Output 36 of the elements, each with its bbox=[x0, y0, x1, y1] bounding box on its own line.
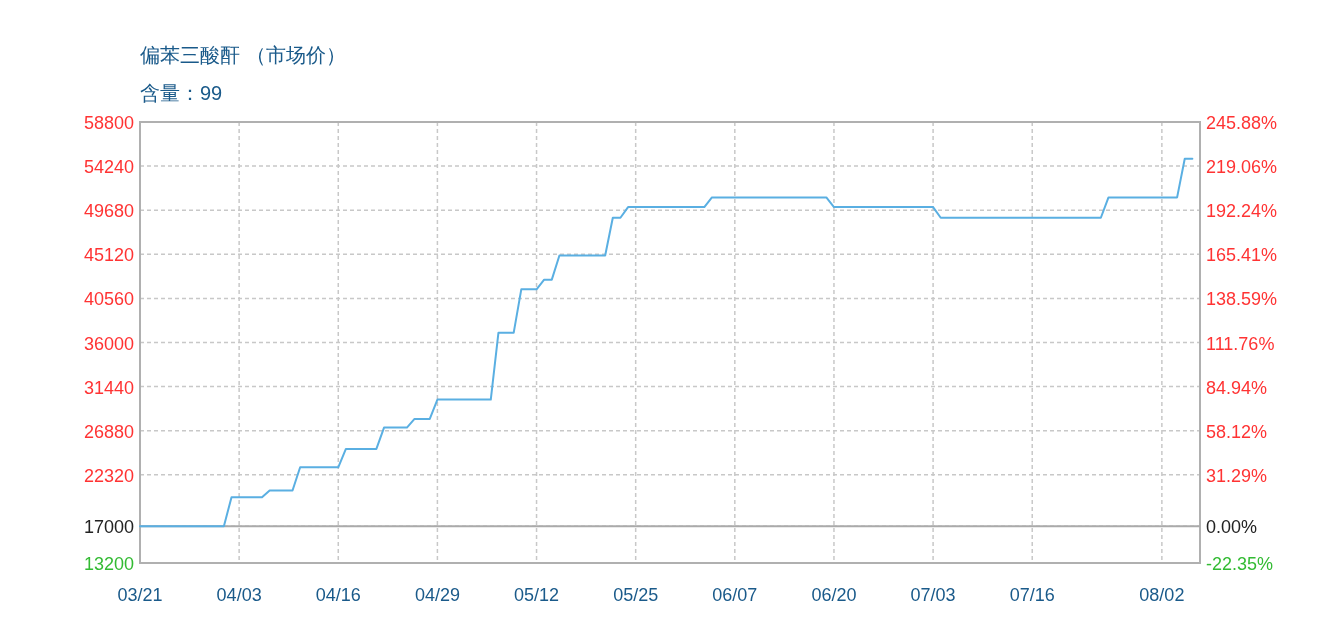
y-tick-label: 36000 bbox=[83, 333, 134, 354]
x-tick-label: 06/20 bbox=[811, 585, 857, 605]
x-tick-label: 04/29 bbox=[414, 585, 460, 605]
y2-tick-label: 111.76% bbox=[1206, 333, 1275, 354]
x-tick-label: 03/21 bbox=[117, 585, 163, 605]
y-tick-label: 26880 bbox=[83, 421, 134, 442]
y2-tick-label: 58.12% bbox=[1206, 421, 1268, 442]
x-tick-label: 05/12 bbox=[514, 585, 560, 605]
y-tick-label: 40560 bbox=[83, 289, 134, 310]
y-tick-label: 54240 bbox=[83, 157, 134, 178]
y-tick-label: 22320 bbox=[83, 465, 134, 486]
x-tick-label: 07/16 bbox=[1009, 585, 1055, 605]
chart-title: 偏苯三酸酐 （市场价） bbox=[140, 44, 346, 66]
chart-subtitle: 含量：99 bbox=[140, 82, 223, 104]
y2-tick-label: 0.00% bbox=[1206, 517, 1258, 538]
x-tick-label: 07/03 bbox=[910, 585, 956, 605]
x-tick-label: 04/03 bbox=[216, 585, 262, 605]
line-series bbox=[139, 157, 1194, 528]
x-tick-label: 08/02 bbox=[1139, 585, 1185, 605]
y-tick-label: 49680 bbox=[83, 201, 134, 222]
y-tick-label: 17000 bbox=[83, 517, 134, 538]
x-tick-label: 06/07 bbox=[712, 585, 758, 605]
y2-tick-label: 245.88% bbox=[1206, 113, 1278, 133]
y2-tick-label: 84.94% bbox=[1206, 377, 1268, 398]
y2-tick-label: 138.59% bbox=[1206, 289, 1278, 310]
y2-tick-label: 219.06% bbox=[1206, 157, 1278, 178]
x-tick-label: 05/25 bbox=[613, 585, 659, 605]
y2-tick-label: 165.41% bbox=[1206, 245, 1278, 266]
y2-tick-label: 192.24% bbox=[1206, 201, 1278, 222]
y-tick-label: 13200 bbox=[83, 554, 134, 574]
x-tick-label: 04/16 bbox=[315, 585, 361, 605]
y-tick-label: 31440 bbox=[83, 377, 134, 398]
y2-tick-label: -22.35% bbox=[1206, 554, 1274, 574]
y2-tick-label: 31.29% bbox=[1206, 465, 1268, 486]
y-tick-label: 45120 bbox=[83, 245, 134, 266]
y-tick-label: 58800 bbox=[83, 113, 134, 133]
